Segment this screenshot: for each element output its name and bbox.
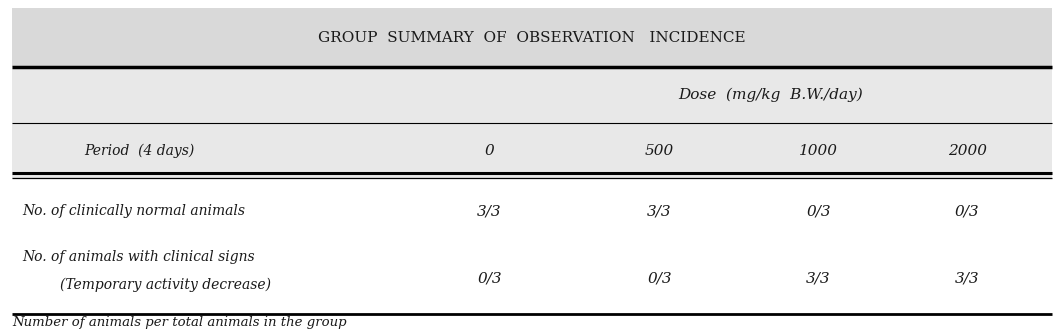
Text: 3/3: 3/3 (647, 204, 671, 218)
Text: Number of animals per total animals in the group: Number of animals per total animals in t… (12, 316, 347, 329)
Text: No. of clinically normal animals: No. of clinically normal animals (22, 204, 246, 218)
Text: GROUP  SUMMARY  OF  OBSERVATION   INCIDENCE: GROUP SUMMARY OF OBSERVATION INCIDENCE (318, 31, 746, 44)
Text: 3/3: 3/3 (807, 272, 831, 286)
Bar (12, 8, 1052, 67)
Text: 3/3: 3/3 (954, 272, 980, 286)
Text: (Temporary activity decrease): (Temporary activity decrease) (60, 278, 270, 292)
Text: 500: 500 (645, 144, 674, 158)
Bar (12, 67, 1052, 123)
Text: 0: 0 (485, 144, 495, 158)
Text: 2000: 2000 (948, 144, 986, 158)
Text: Dose  (mg/kg  B.W./day): Dose (mg/kg B.W./day) (679, 88, 863, 102)
Text: 0/3: 0/3 (807, 204, 831, 218)
Text: 0/3: 0/3 (647, 272, 671, 286)
Text: 3/3: 3/3 (478, 204, 502, 218)
Text: No. of animals with clinical signs: No. of animals with clinical signs (22, 250, 255, 264)
Bar (12, 123, 1052, 179)
Text: Period  (4 days): Period (4 days) (84, 144, 195, 158)
Text: 0/3: 0/3 (478, 272, 502, 286)
Text: 1000: 1000 (799, 144, 838, 158)
Text: 0/3: 0/3 (954, 204, 980, 218)
